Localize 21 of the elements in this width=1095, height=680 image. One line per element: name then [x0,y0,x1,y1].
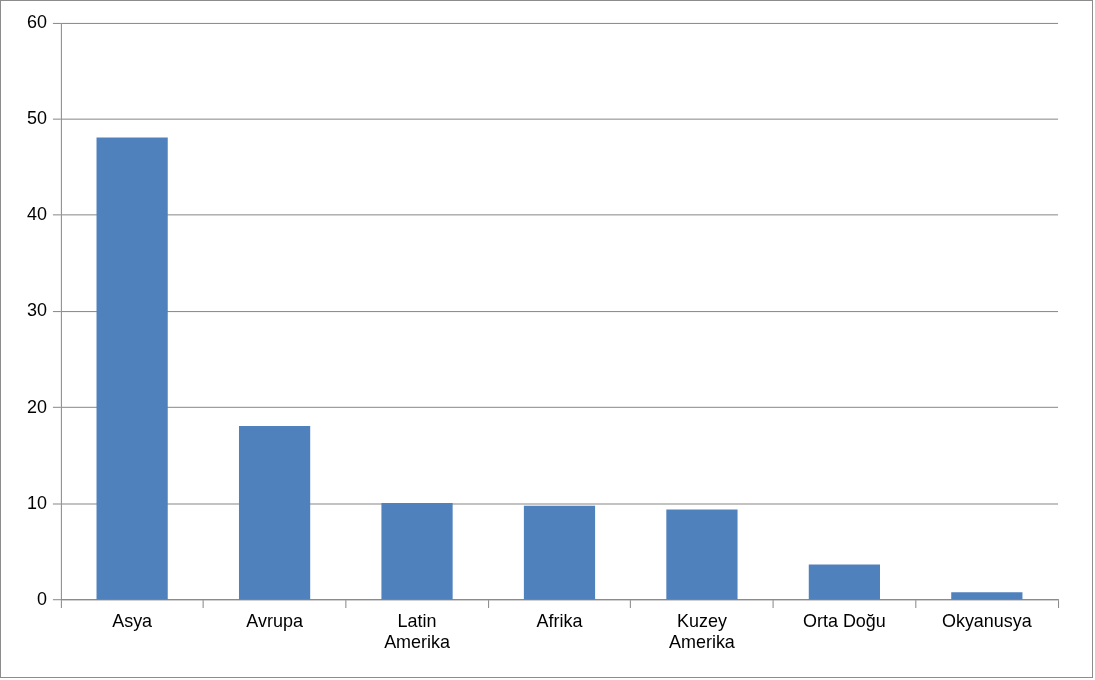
y-tick-label: 30 [26,300,47,321]
x-tick-label: Latin Amerika [384,610,450,653]
y-tick-label: 60 [26,11,47,32]
y-tick-label: 0 [36,588,47,609]
bar [666,509,738,600]
y-tick-label: 40 [26,204,47,225]
bar [951,592,1023,600]
bar [96,137,168,600]
x-tick-label: Afrika [536,610,583,631]
bar [808,564,880,600]
x-tick-label: Avrupa [246,610,303,631]
x-tick-label: Okyanusya [941,610,1032,631]
x-tick-label: Asya [112,610,153,631]
x-tick-label: Orta Doğu [802,610,886,631]
bar [238,425,311,600]
y-tick-label: 10 [26,492,47,513]
bar [381,502,453,600]
y-tick-label: 20 [26,396,47,417]
bar [523,505,596,600]
x-tick-label: Kuzey Amerika [669,610,735,653]
y-tick-label: 50 [26,108,47,129]
